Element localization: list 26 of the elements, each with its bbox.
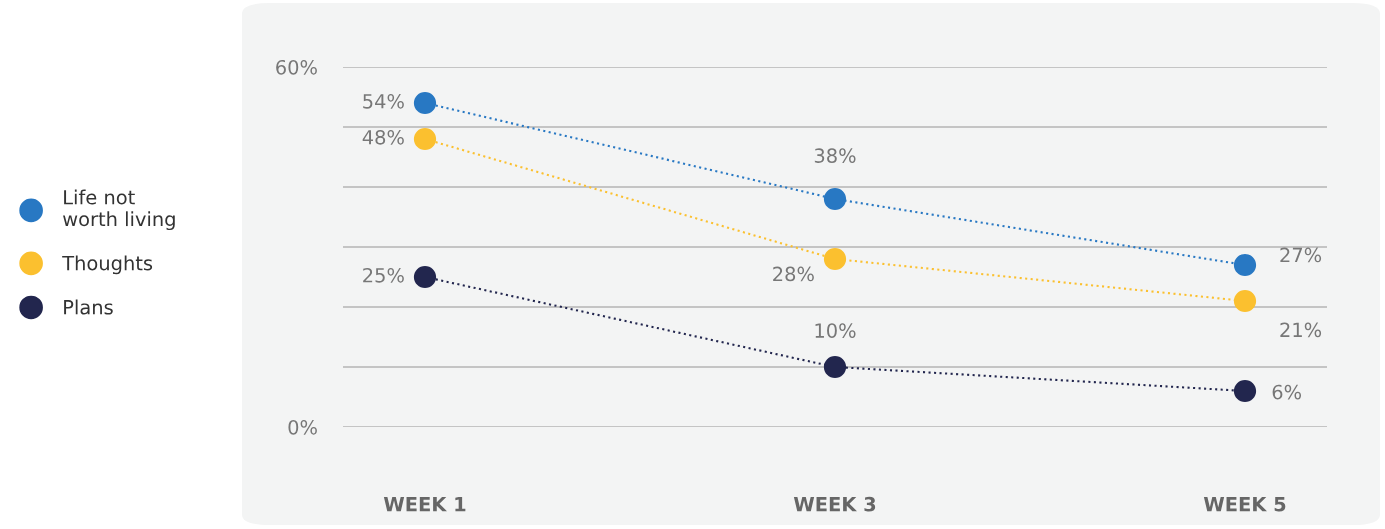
point bbox=[823, 247, 847, 271]
data-label: 54% bbox=[363, 93, 404, 109]
data-label: 21% bbox=[1280, 322, 1322, 338]
point bbox=[823, 187, 847, 211]
point bbox=[413, 265, 437, 289]
point bbox=[1233, 253, 1257, 277]
data-label: 6% bbox=[1272, 384, 1302, 400]
point bbox=[413, 127, 437, 151]
legend-label: Thoughts bbox=[62, 255, 153, 275]
x-tick-label: WEEK 3 bbox=[793, 496, 876, 512]
legend-label: Plans bbox=[64, 299, 113, 315]
data-label: 10% bbox=[815, 323, 856, 338]
y-tick-label: 0% bbox=[288, 419, 317, 435]
y-tick-label: 60% bbox=[276, 59, 317, 75]
point bbox=[823, 355, 847, 379]
x-tick-label: WEEK 5 bbox=[1203, 497, 1286, 512]
point bbox=[1233, 289, 1257, 313]
data-label: 48% bbox=[362, 129, 404, 145]
point bbox=[1233, 379, 1257, 403]
x-tick-label: WEEK 1 bbox=[383, 497, 466, 512]
data-label: 27% bbox=[1280, 247, 1322, 263]
point bbox=[413, 91, 437, 115]
data-label: 25% bbox=[363, 267, 404, 283]
data-label: 28% bbox=[773, 266, 814, 282]
legend-label: Life not worth living bbox=[63, 189, 175, 231]
data-label: 38% bbox=[814, 148, 856, 163]
